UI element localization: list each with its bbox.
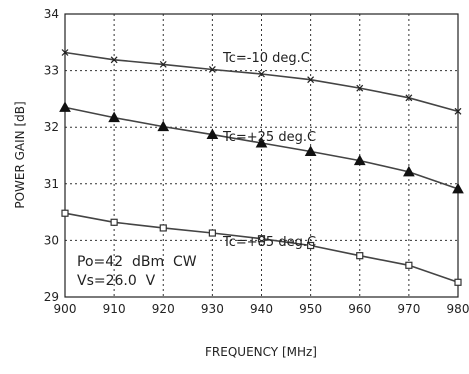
y-tick-label: 29 <box>44 290 59 304</box>
y-tick-label: 30 <box>44 233 59 247</box>
data-point-square <box>208 229 216 237</box>
y-tick-label: 32 <box>44 120 59 134</box>
data-point-square <box>61 209 69 217</box>
data-point-square <box>307 241 315 250</box>
data-point-cross <box>258 70 265 78</box>
data-point-cross <box>61 49 69 56</box>
series-label-tc-plus25: Tc=+25 deg.C <box>222 130 316 145</box>
data-point-triangle <box>206 128 219 140</box>
x-tick-label: 970 <box>397 302 420 316</box>
data-point-cross <box>454 107 462 115</box>
data-point-square <box>356 252 364 260</box>
data-point-square <box>159 224 167 232</box>
data-point-square <box>257 235 266 243</box>
data-point-square <box>110 218 118 226</box>
condition-note-power: Po=42 dBm CW <box>77 254 197 270</box>
y-tick-labels: 29 30 31 32 33 34 <box>44 7 59 304</box>
data-point-triangle <box>108 111 120 123</box>
x-tick-label: 950 <box>299 302 322 316</box>
data-point-square <box>454 278 462 286</box>
y-tick-label: 31 <box>44 177 59 191</box>
data-point-triangle <box>59 101 71 112</box>
y-axis-title: POWER GAIN [dB] <box>13 101 27 208</box>
data-point-triangle <box>403 165 415 177</box>
x-tick-label: 910 <box>103 302 126 316</box>
data-point-triangle <box>353 154 366 166</box>
series-markers <box>59 49 464 286</box>
series-label-tc-plus85: Tc=+85 deg.C <box>222 235 316 250</box>
x-tick-label: 900 <box>54 302 77 316</box>
x-tick-label: 940 <box>250 302 273 316</box>
y-tick-label: 34 <box>44 7 59 21</box>
data-point-triangle <box>255 137 268 148</box>
x-tick-label: 960 <box>348 302 371 316</box>
data-point-cross <box>356 84 364 92</box>
condition-note-voltage: Vs=26.0 V <box>77 273 156 289</box>
data-point-cross <box>405 94 413 102</box>
data-point-square <box>405 261 413 269</box>
series-label-tc-minus10: Tc=-10 deg.C <box>222 51 310 66</box>
data-point-cross <box>159 60 167 68</box>
x-tick-label: 920 <box>152 302 175 316</box>
x-tick-labels: 900 910 920 930 940 950 960 970 980 <box>54 302 469 316</box>
data-point-triangle <box>157 120 170 132</box>
x-axis-title: FREQUENCY [MHz] <box>205 345 317 359</box>
data-point-cross <box>307 76 315 84</box>
data-point-triangle <box>304 145 317 157</box>
x-tick-label: 930 <box>201 302 224 316</box>
y-tick-label: 33 <box>44 64 59 78</box>
data-point-cross <box>208 66 216 73</box>
x-tick-label: 980 <box>447 302 469 316</box>
plot-frame <box>64 13 459 298</box>
data-point-triangle <box>452 182 464 194</box>
data-point-cross <box>110 56 118 64</box>
